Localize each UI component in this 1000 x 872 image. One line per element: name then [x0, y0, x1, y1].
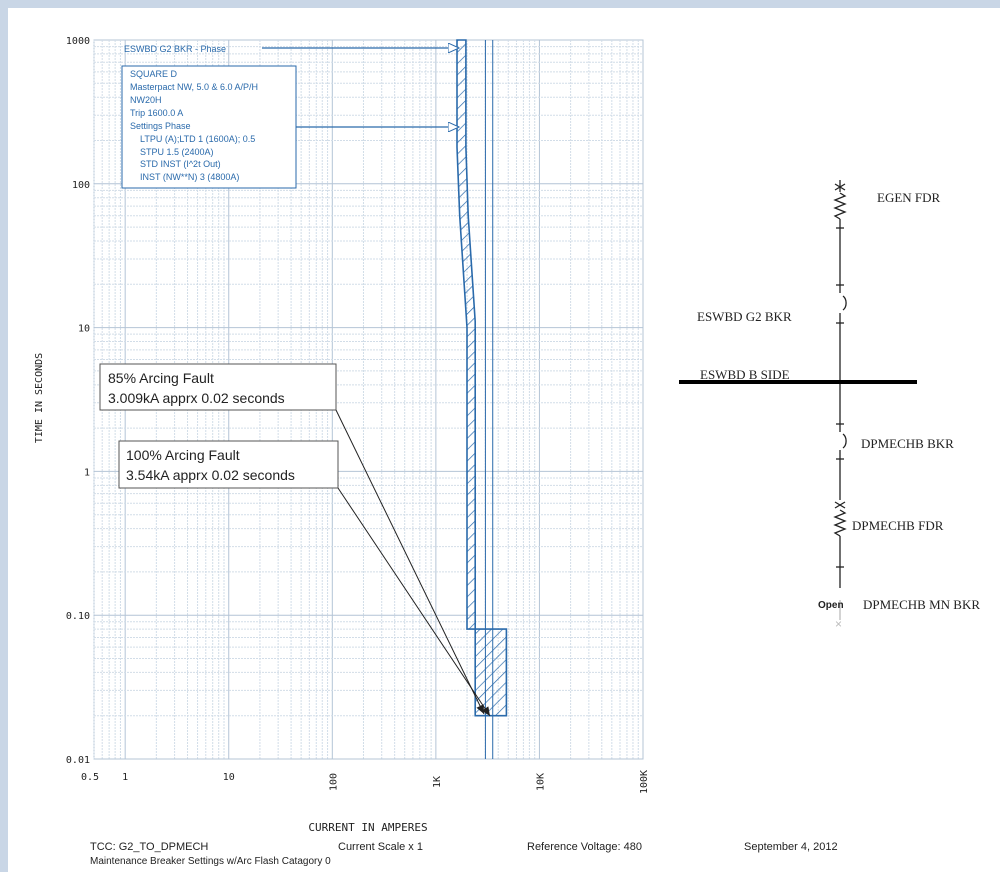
dpmechb-fdr-cable-icon	[833, 501, 847, 588]
callout-85-title: 85% Arcing Fault	[108, 370, 214, 386]
dpmechb-breaker-icon	[836, 384, 847, 500]
footer-scale: Current Scale x 1	[338, 841, 423, 853]
node-label-eswbd-b-side: ESWBD B SIDE	[700, 367, 790, 382]
egen-fdr-cable-icon	[833, 180, 847, 293]
callout-85-value: 3.009kA apprx 0.02 seconds	[108, 390, 285, 406]
footer-date: September 4, 2012	[744, 841, 838, 853]
footer-voltage: Reference Voltage: 480	[527, 841, 642, 853]
x-tick-label: 100K	[639, 770, 650, 794]
y-tick-label: 0.10	[66, 611, 90, 622]
tcc-sheet: 1000 100 10 1 0.10 0.01 0.5 1 10 100 1K 10K 100K TIM…	[8, 8, 1000, 872]
x-tick-label: 0.5	[81, 772, 99, 783]
callout-100: 100% Arcing Fault 3.54kA apprx 0.02 seco…	[118, 440, 491, 717]
y-tick-label: 10	[78, 324, 90, 335]
callout-100-title: 100% Arcing Fault	[126, 447, 240, 463]
x-tick-label: 1K	[432, 776, 443, 788]
y-axis-label: TIME IN SECONDS	[34, 353, 45, 443]
callout-100-value: 3.54kA apprx 0.02 seconds	[126, 467, 295, 483]
callout-85-box	[99, 363, 337, 411]
legend-line: STPU 1.5 (2400A)	[140, 147, 214, 157]
node-label-dpmechb-fdr: DPMECHB FDR	[852, 518, 944, 533]
node-label-eswbd-g2-bkr: ESWBD G2 BKR	[697, 309, 792, 324]
breaker-legend: ESWBD G2 BKR - Phase SQUARE D Masterpact…	[121, 44, 459, 189]
node-label-dpmechb-bkr: DPMECHB BKR	[861, 436, 954, 451]
axis-ticks: 1000 100 10 1 0.10 0.01 0.5 1 10 100 1K 10K 100K	[66, 36, 650, 794]
x-axis-label: CURRENT IN AMPERES	[308, 821, 427, 834]
open-status-tag: Open	[818, 600, 844, 611]
trip-curve-band	[456, 39, 508, 717]
tcc-chart: 1000 100 10 1 0.10 0.01 0.5 1 10 100 1K 10K 100K TIM…	[34, 36, 980, 867]
legend-line: INST (NW**N) 3 (4800A)	[140, 172, 239, 182]
footer-tcc: TCC: G2_TO_DPMECH	[90, 841, 208, 853]
callout-100-leader	[337, 487, 491, 717]
legend-line: SQUARE D	[130, 69, 178, 79]
callout-85: 85% Arcing Fault 3.009kA apprx 0.02 seco…	[99, 363, 485, 715]
x-tick-label: 10K	[535, 773, 546, 791]
legend-line: LTPU (A);LTD 1 (1600A); 0.5	[140, 134, 255, 144]
footer: TCC: G2_TO_DPMECH Current Scale x 1 Refe…	[90, 841, 838, 867]
callout-100-box	[118, 440, 339, 489]
y-tick-label: 0.01	[66, 755, 90, 766]
trip-curve	[456, 39, 508, 759]
y-tick-label: 1	[84, 467, 90, 478]
footer-note: Maintenance Breaker Settings w/Arc Flash…	[90, 856, 331, 867]
y-tick-label: 100	[72, 180, 90, 191]
x-tick-label: 10	[223, 772, 235, 783]
x-tick-label: 100	[328, 773, 339, 791]
legend-line: Masterpact NW, 5.0 & 6.0 A/P/H	[130, 82, 258, 92]
node-label-egen-fdr: EGEN FDR	[877, 190, 941, 205]
legend-box	[121, 65, 297, 189]
eswbd-g2-breaker-icon	[836, 295, 847, 381]
legend-line: Settings Phase	[130, 121, 191, 131]
one-line-diagram: EGEN FDR ESWBD G2 BKR ESWBD B SIDE DPMEC…	[679, 180, 980, 631]
callout-85-leader	[335, 409, 485, 715]
open-breaker-x-icon: ×	[835, 617, 842, 631]
device-label: ESWBD G2 BKR - Phase	[124, 44, 226, 54]
legend-line: NW20H	[130, 95, 162, 105]
x-tick-label: 1	[122, 772, 128, 783]
node-label-dpmechb-mn-bkr: DPMECHB MN BKR	[863, 597, 980, 612]
y-tick-label: 1000	[66, 36, 90, 47]
legend-line: STD INST (I^2t Out)	[140, 159, 221, 169]
legend-line: Trip 1600.0 A	[130, 108, 183, 118]
